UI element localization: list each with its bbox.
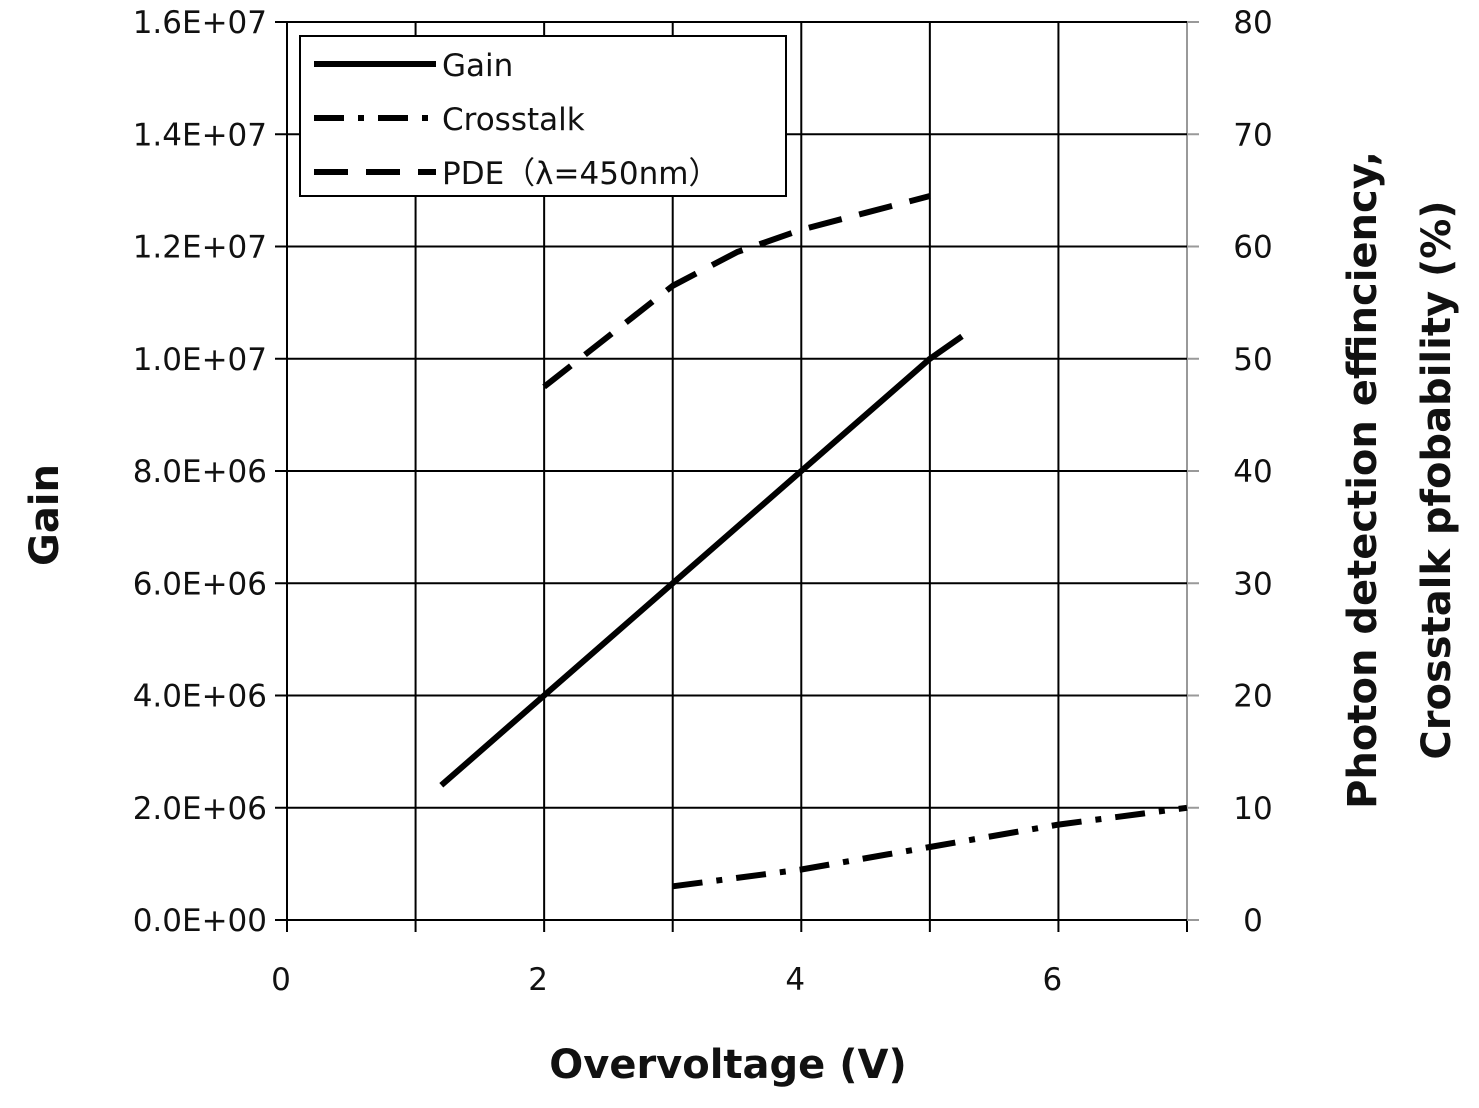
y-right-tick-label: 70 — [1233, 117, 1272, 153]
x-tick-label: 6 — [1043, 962, 1063, 998]
legend-label: PDE（λ=450nm） — [442, 156, 720, 192]
legend-label: Gain — [442, 48, 513, 84]
y-axis-left-title: Gain — [22, 464, 68, 566]
y-axis-left-ticks: 0.0E+00 2.0E+06 4.0E+06 6.0E+06 8.0E+06 1.0E+… — [133, 5, 287, 939]
y-left-tick-label: 6.0E+06 — [133, 566, 267, 602]
y-axis-right-title-line2: Crosstalk pfobability (%) — [1414, 200, 1460, 759]
series-line-crosstalk — [672, 804, 1188, 890]
y-right-tick-label: 30 — [1233, 566, 1272, 602]
y-left-tick-label: 4.0E+06 — [133, 679, 267, 715]
legend: Gain Crosstalk PDE（λ=450nm） — [299, 35, 787, 197]
y-right-tick-label: 80 — [1233, 5, 1272, 41]
y-left-tick-label: 1.4E+07 — [133, 117, 267, 153]
x-tick-label: 4 — [785, 962, 805, 998]
y-right-tick-label: 40 — [1233, 454, 1272, 490]
y-right-tick-label: 0 — [1243, 903, 1263, 939]
y-right-tick-label: 60 — [1233, 230, 1272, 266]
x-tick-label: 0 — [271, 962, 291, 998]
series-line-pde-450nm — [542, 193, 931, 390]
x-tick-label: 2 — [528, 962, 548, 998]
grid-lines — [286, 21, 1187, 921]
y-right-tick-label: 50 — [1233, 342, 1272, 378]
series-group — [439, 193, 1188, 890]
x-axis-title: Overvoltage (V) — [549, 1042, 907, 1088]
series-line-gain — [439, 333, 964, 788]
y-right-tick-label: 20 — [1233, 679, 1272, 715]
legend-label: Crosstalk — [442, 102, 585, 138]
y-left-tick-label: 2.0E+06 — [133, 791, 267, 827]
y-left-tick-label: 1.2E+07 — [133, 230, 267, 266]
y-left-tick-label: 0.0E+00 — [133, 903, 267, 939]
y-axis-right-title-line1: Photon detection effinciency, — [1340, 151, 1386, 809]
y-axis-right-ticks: 0 10 20 30 40 50 60 70 80 — [1187, 5, 1273, 939]
y-left-tick-label: 1.6E+07 — [133, 5, 267, 41]
x-axis-ticks: 0 2 4 6 — [271, 920, 1188, 998]
y-left-tick-label: 1.0E+07 — [133, 342, 267, 378]
plot-area — [286, 21, 1188, 921]
y-left-tick-label: 8.0E+06 — [133, 454, 267, 490]
y-right-tick-label: 10 — [1233, 791, 1272, 827]
